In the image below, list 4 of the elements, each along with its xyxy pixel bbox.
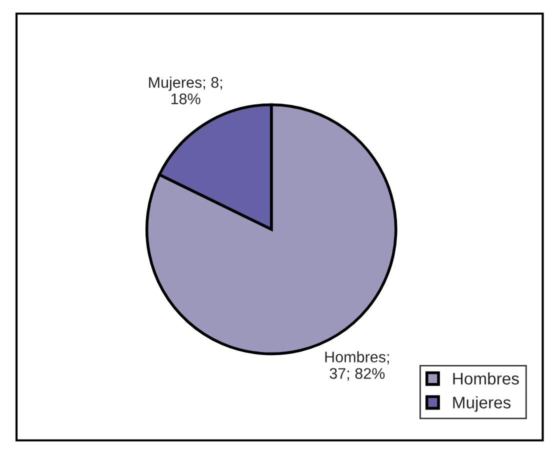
legend-label: Hombres xyxy=(453,372,519,385)
data-label: Hombres; 37; 82% xyxy=(325,351,389,381)
legend-label: Mujeres xyxy=(453,396,511,412)
data-label: Mujeres; 8; 18% xyxy=(149,76,222,104)
